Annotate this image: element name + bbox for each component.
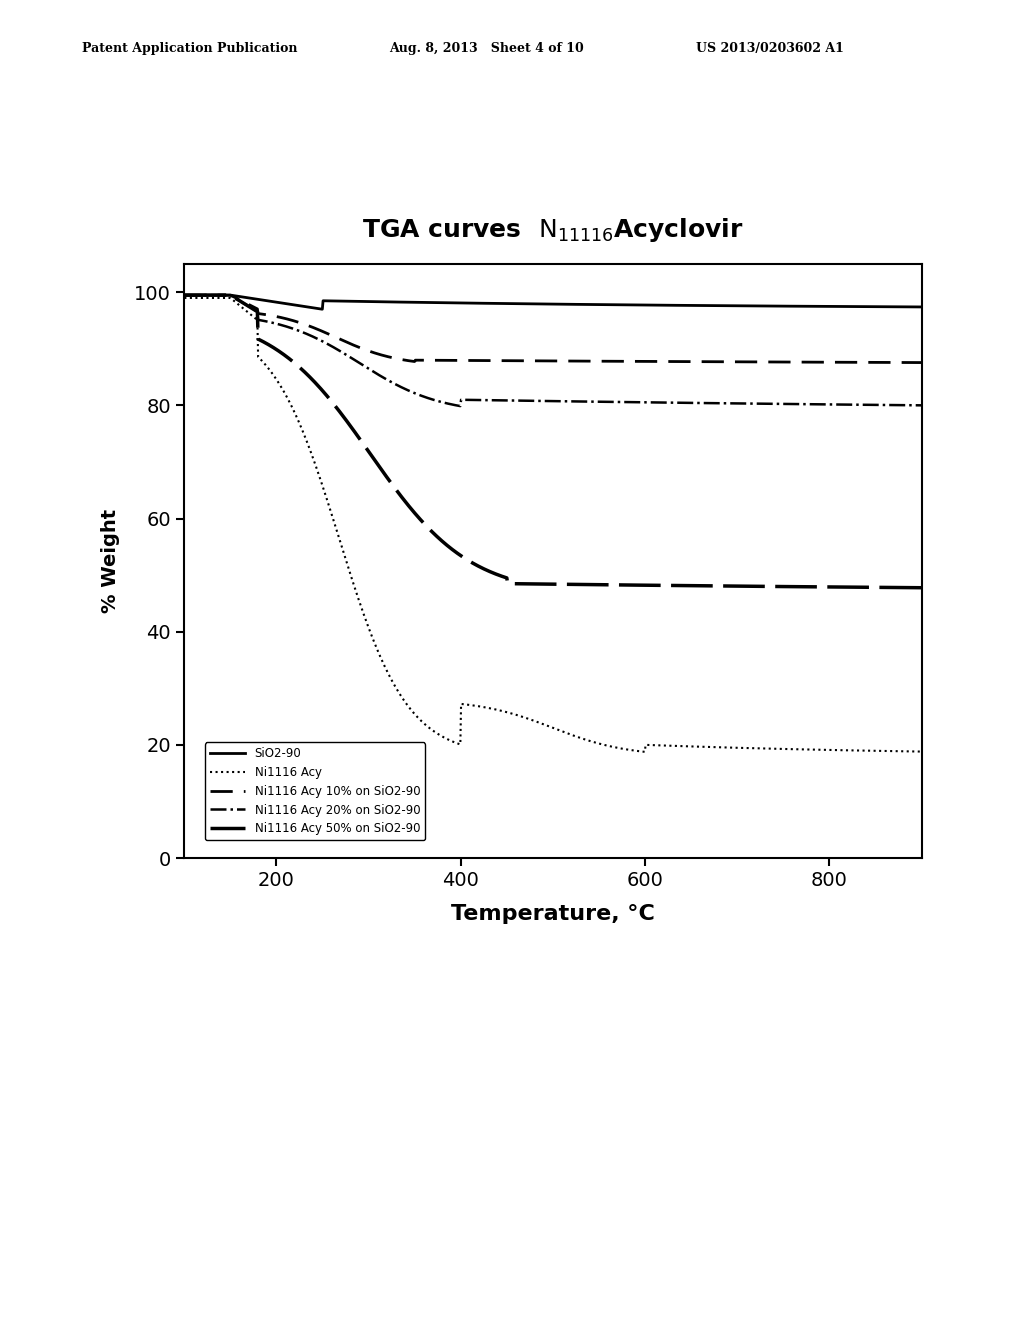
Ni1116 Acy 10% on SiO2-90: [684, 354, 696, 370]
Ni1116 Acy 10% on SiO2-90: [753, 354, 765, 370]
SiO2-90: [754, 298, 766, 314]
Ni1116 Acy 50% on SiO2-90: [503, 576, 515, 591]
X-axis label: Temperature, °C: Temperature, °C: [451, 904, 655, 924]
Line: Ni1116 Acy 50% on SiO2-90: Ni1116 Acy 50% on SiO2-90: [184, 296, 922, 587]
Ni1116 Acy 20% on SiO2-90: [455, 399, 467, 414]
Ni1116 Acy 50% on SiO2-90: [766, 578, 778, 594]
Ni1116 Acy 50% on SiO2-90: [753, 578, 765, 594]
Ni1116 Acy 20% on SiO2-90: [504, 392, 516, 408]
Ni1116 Acy: [178, 290, 190, 306]
Text: TGA curves  $\mathrm{N_{11116}}$Acyclovir: TGA curves $\mathrm{N_{11116}}$Acyclovir: [362, 216, 743, 244]
Ni1116 Acy 10% on SiO2-90: [915, 355, 928, 371]
SiO2-90: [477, 296, 489, 312]
Line: Ni1116 Acy: Ni1116 Acy: [184, 298, 922, 752]
Ni1116 Acy 20% on SiO2-90: [685, 395, 697, 411]
Text: Patent Application Publication: Patent Application Publication: [82, 42, 297, 55]
Ni1116 Acy 20% on SiO2-90: [915, 397, 928, 413]
Ni1116 Acy: [767, 741, 779, 756]
SiO2-90: [685, 297, 697, 313]
Ni1116 Acy 50% on SiO2-90: [254, 331, 266, 347]
Line: SiO2-90: SiO2-90: [184, 296, 922, 309]
Ni1116 Acy: [685, 738, 697, 754]
SiO2-90: [316, 301, 329, 317]
Ni1116 Acy 10% on SiO2-90: [254, 306, 266, 322]
Ni1116 Acy 50% on SiO2-90: [476, 560, 488, 576]
Y-axis label: % Weight: % Weight: [101, 510, 121, 612]
Ni1116 Acy: [503, 705, 515, 721]
Ni1116 Acy 50% on SiO2-90: [684, 578, 696, 594]
Ni1116 Acy 10% on SiO2-90: [476, 352, 488, 368]
Text: Aug. 8, 2013   Sheet 4 of 10: Aug. 8, 2013 Sheet 4 of 10: [389, 42, 584, 55]
Ni1116 Acy 10% on SiO2-90: [178, 288, 190, 304]
Ni1116 Acy: [476, 700, 488, 715]
SiO2-90: [504, 296, 516, 312]
SiO2-90: [767, 298, 779, 314]
Text: US 2013/0203602 A1: US 2013/0203602 A1: [696, 42, 844, 55]
Ni1116 Acy 50% on SiO2-90: [915, 579, 928, 595]
Ni1116 Acy 20% on SiO2-90: [178, 288, 190, 304]
SiO2-90: [254, 292, 266, 308]
Line: Ni1116 Acy 20% on SiO2-90: Ni1116 Acy 20% on SiO2-90: [184, 296, 922, 407]
Ni1116 Acy 20% on SiO2-90: [254, 312, 266, 327]
Ni1116 Acy: [754, 741, 766, 756]
Line: Ni1116 Acy 10% on SiO2-90: Ni1116 Acy 10% on SiO2-90: [184, 296, 922, 363]
Ni1116 Acy: [254, 350, 266, 366]
Ni1116 Acy 50% on SiO2-90: [178, 288, 190, 304]
SiO2-90: [915, 300, 928, 315]
Ni1116 Acy: [639, 744, 651, 760]
Ni1116 Acy 20% on SiO2-90: [754, 396, 766, 412]
Legend: SiO2-90, Ni1116 Acy, Ni1116 Acy 10% on SiO2-90, Ni1116 Acy 20% on SiO2-90, Ni111: SiO2-90, Ni1116 Acy, Ni1116 Acy 10% on S…: [205, 742, 425, 841]
Ni1116 Acy 10% on SiO2-90: [503, 352, 515, 368]
Ni1116 Acy 20% on SiO2-90: [767, 396, 779, 412]
Ni1116 Acy: [915, 743, 928, 759]
Ni1116 Acy 10% on SiO2-90: [766, 354, 778, 370]
SiO2-90: [178, 288, 190, 304]
Ni1116 Acy 20% on SiO2-90: [477, 392, 489, 408]
